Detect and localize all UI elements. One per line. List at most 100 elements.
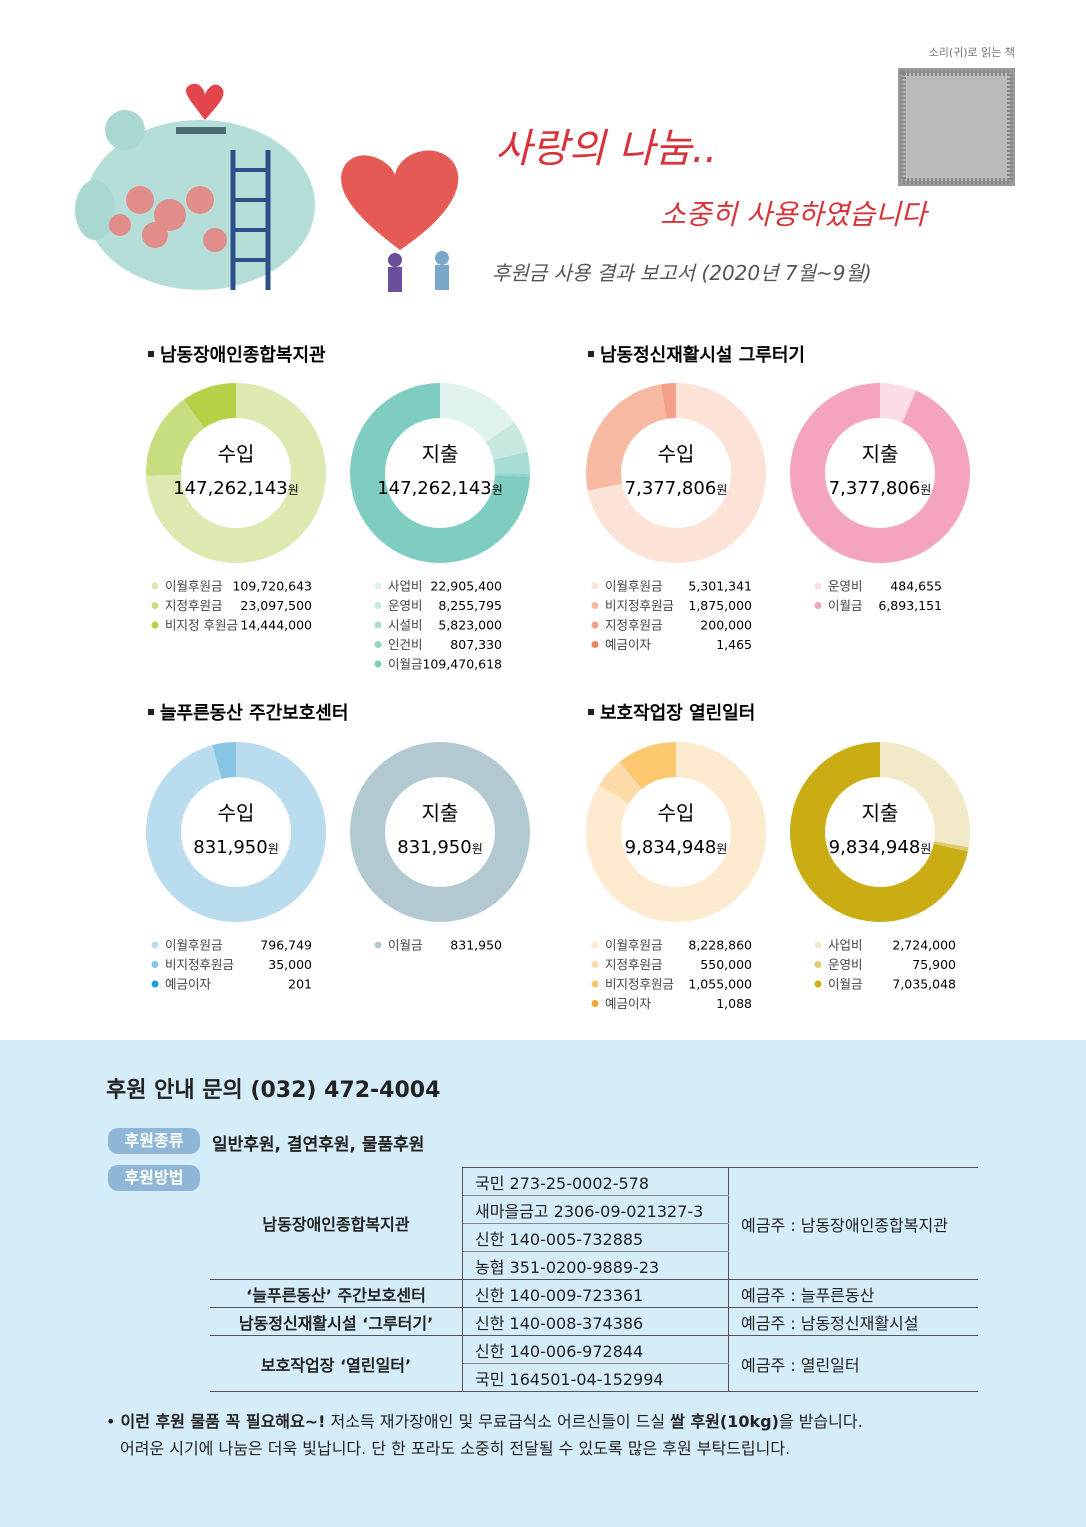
donut-total: 7,377,806원 [625,478,728,499]
title: 사랑의 나눔.. [495,126,717,172]
donut-total: 831,950원 [193,837,278,858]
account: 새마을금고 2306-09-021327-3 [462,1195,729,1224]
donut-slice [879,742,970,848]
legend-label: 이월금 [828,598,863,613]
legend-swatch [374,602,382,609]
legend-value: 109,720,643 [232,579,312,594]
legend-label: 이월후원금 [165,938,223,953]
legend-swatch [374,660,382,668]
legend-swatch [591,582,599,590]
legend-label: 이월금 [388,938,423,953]
total-unit: 원 [716,842,727,856]
legend-label: 예금이자 [605,996,652,1011]
donut-slice [350,383,530,563]
table-row: 남동장애인종합복지관 국민 273-25-0002-578 예금주 : 남동장애인종… [210,1167,978,1280]
legend-swatch [591,1000,599,1007]
legend-value: 23,097,500 [240,598,312,613]
legend-swatch [151,582,159,590]
illustration [75,83,459,292]
note-bold: 쌀 후원(10kg) [670,1412,779,1431]
legend-label: 운영비 [388,598,423,613]
legend-label: 이월후원금 [165,579,223,594]
table-row: 보호작업장 ‘열린일터’ 신한 140-006-972844 예금주 : 열린일터 [210,1335,978,1392]
legend-swatch [591,621,599,629]
donut-title: 수입 [658,442,695,466]
total-unit: 원 [288,483,299,497]
donut-slice [212,742,237,780]
donut-total: 7,377,806원 [829,478,932,499]
section-bullet [148,709,154,715]
account: 신한 140-005-732885 [462,1223,729,1252]
legend-swatch [151,602,159,609]
legend-swatch [814,602,822,609]
donut-slice [586,384,668,491]
legend-value: 7,035,048 [892,977,956,992]
legend-label: 비지정후원금 [605,977,674,992]
kind-tag: 후원종류 [108,1128,200,1154]
legend-swatch [591,980,599,988]
legend-value: 22,905,400 [430,579,502,594]
table-row: ‘늘푸른동산’ 주간보호센터 신한 140-009-723361 예금주 : 늘푸른… [210,1279,978,1308]
account: 국민 164501-04-152994 [462,1363,729,1392]
total-value: 9,834,948 [625,837,717,858]
donut-slice [485,422,528,461]
note-text: 을 받습니다. [778,1412,863,1431]
holder: 예금주 : 남동정신재활시설 [728,1307,978,1336]
section-bullet [148,351,154,357]
donut-title: 지출 [422,801,459,825]
total-unit: 원 [920,483,931,497]
legend-swatch [591,961,599,968]
table-row: 새마을금고 2306-09-021327-3 [210,1195,978,1224]
total-value: 831,950 [397,837,471,858]
legend-value: 35,000 [268,957,312,972]
legend-swatch [151,961,159,968]
section-bullet [588,709,594,715]
org-name: 남동정신재활시설 ‘그루터기’ [210,1307,463,1336]
legend-label: 지정후원금 [605,957,663,972]
legend-swatch [591,941,599,949]
qr-pattern [900,70,1013,184]
legend-value: 1,875,000 [688,598,752,613]
legend-swatch [151,941,159,949]
legend-label: 지정후원금 [165,598,223,613]
donut-slice [587,383,766,563]
account: 신한 140-008-374386 [462,1307,729,1336]
donut-title: 지출 [862,801,899,825]
donut-slice [146,742,326,922]
donut-slice [933,841,969,852]
legend-swatch [374,941,382,949]
donut-slice [183,383,237,429]
total-unit: 원 [472,842,483,856]
account-table: 남동장애인종합복지관 국민 273-25-0002-578 예금주 : 남동장애인종… [210,1167,978,1392]
holder: 예금주 : 열린일터 [728,1335,978,1392]
org-name: ‘늘푸른동산’ 주간보호센터 [210,1279,463,1308]
donut-title: 수입 [218,442,255,466]
donut-slice [586,742,766,922]
legend-swatch [814,582,822,590]
legend-label: 비지정후원금 [605,598,674,613]
legend-value: 1,088 [716,996,752,1011]
legend-label: 운영비 [828,579,863,594]
legend-value: 1,465 [716,637,752,652]
legend-label: 이월후원금 [605,579,663,594]
legend-value: 8,255,795 [438,598,502,613]
legend-value: 550,000 [700,957,752,972]
org-name: 보호작업장 ‘열린일터’ [210,1335,463,1392]
legend-value: 8,228,860 [688,938,752,953]
donut-slice [599,761,643,805]
table-row: 남동정신재활시설 ‘그루터기’ 신한 140-008-374386 예금주 : 남동… [210,1307,978,1336]
donut-slice [619,742,677,790]
legend-value: 109,470,618 [422,657,502,672]
donut-slice [790,742,968,922]
legend-label: 사업비 [828,938,863,953]
total-unit: 원 [492,483,503,497]
org-name: 남동장애인종합복지관 [210,1167,463,1280]
legend-swatch [374,641,382,648]
legend-label: 이월금 [828,977,863,992]
donut-title: 지출 [422,442,459,466]
total-unit: 원 [268,842,279,856]
legend-swatch [151,621,159,629]
legend-label: 시설비 [388,618,423,633]
